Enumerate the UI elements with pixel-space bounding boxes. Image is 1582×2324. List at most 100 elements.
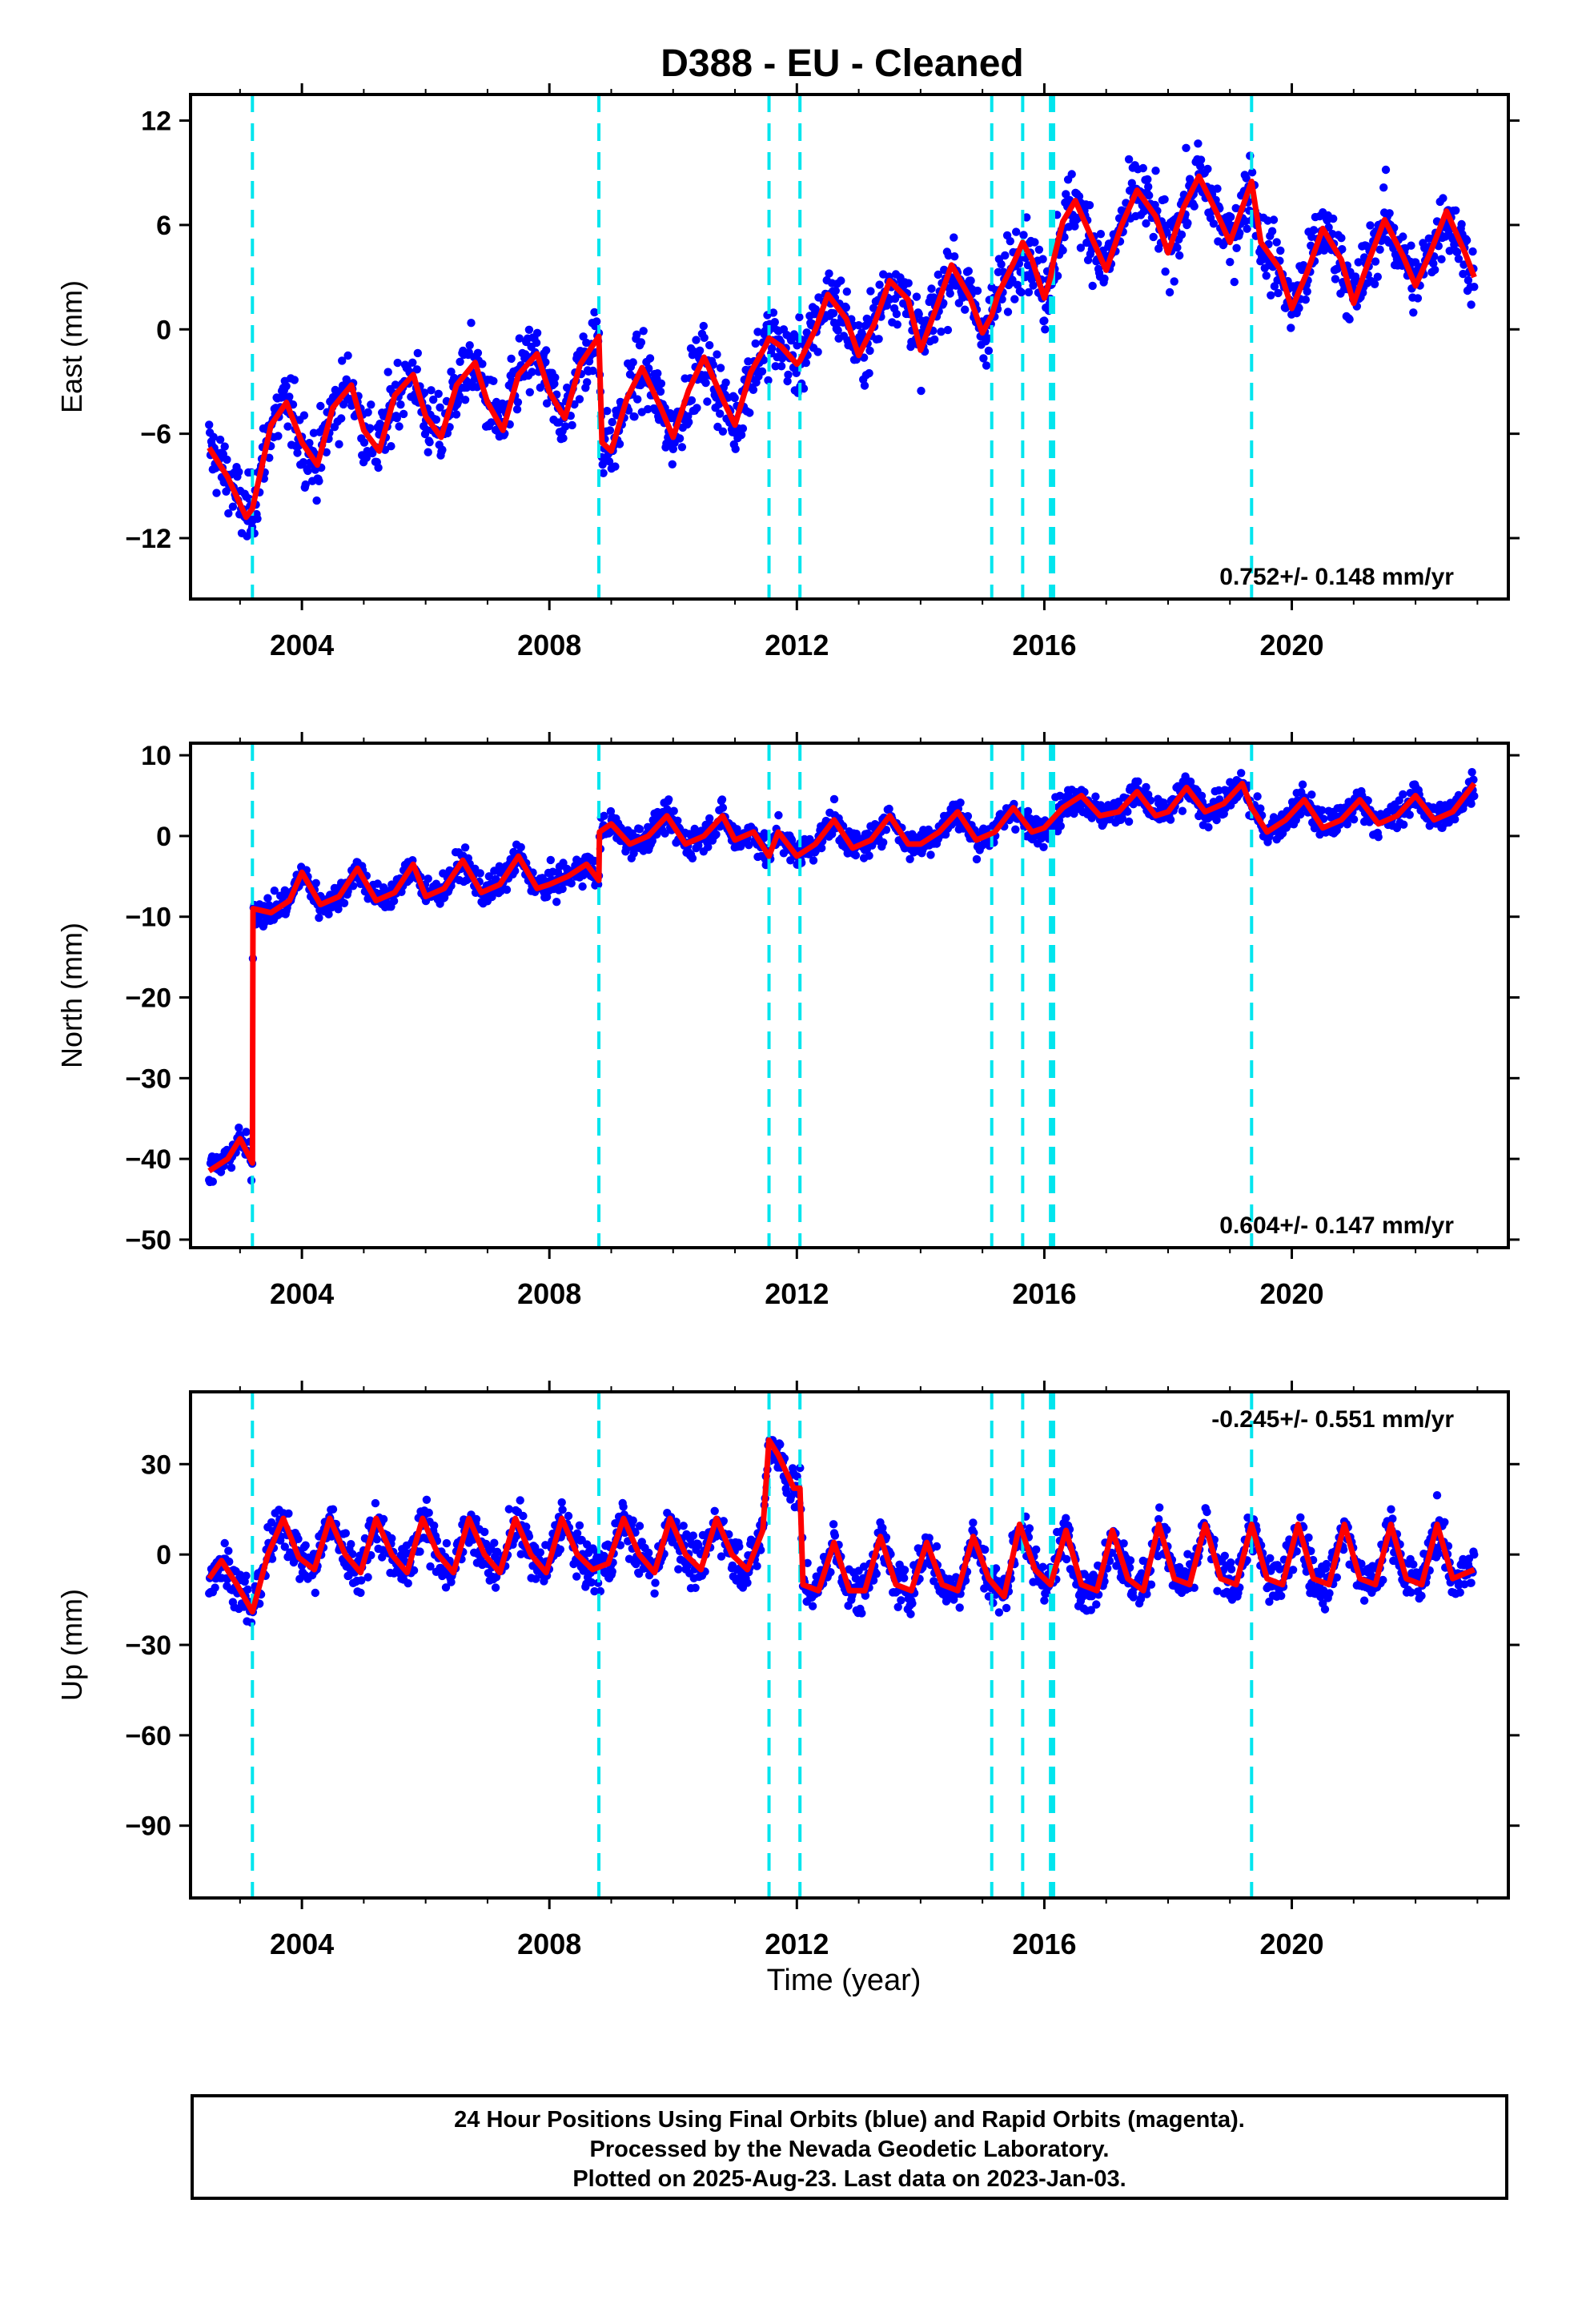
east-point (393, 358, 402, 368)
north-point (688, 854, 697, 863)
up-point (787, 1492, 796, 1501)
east-point (1462, 235, 1472, 245)
east-point (293, 448, 302, 457)
north-point (1118, 814, 1127, 823)
east-point (420, 388, 429, 397)
north-frame (189, 742, 1510, 1249)
east-point (1144, 183, 1153, 191)
east-point (575, 395, 584, 404)
north-ytick-label: −10 (125, 903, 171, 933)
east-point (1226, 258, 1235, 267)
up-point (1137, 1569, 1146, 1578)
east-point (1151, 167, 1160, 175)
east-point (338, 356, 347, 365)
east-ytick-label: −6 (140, 420, 171, 450)
east-point (453, 398, 462, 407)
east-point (224, 509, 233, 518)
up-point (796, 1463, 805, 1473)
east-point (1149, 232, 1158, 242)
up-point (1146, 1580, 1156, 1589)
up-point (422, 1495, 432, 1505)
east-point (1287, 324, 1295, 332)
east-point (946, 289, 954, 298)
north-point (1470, 791, 1479, 801)
north-point (600, 811, 608, 820)
up-point (572, 1529, 582, 1538)
up-point (1155, 1503, 1164, 1512)
north-point (972, 854, 982, 864)
north-point (817, 843, 826, 853)
north-point (851, 850, 861, 860)
north-ytick-label: −50 (125, 1225, 171, 1256)
east-point (408, 358, 417, 367)
east-point (599, 468, 608, 477)
east-point (465, 341, 474, 350)
up-point (679, 1522, 688, 1530)
up-point (409, 1566, 419, 1575)
north-point (673, 816, 682, 825)
east-point (693, 404, 701, 412)
north-point (476, 869, 484, 878)
up-point (689, 1531, 697, 1540)
east-point (1337, 234, 1346, 243)
east-point (542, 399, 552, 408)
east-point (1034, 245, 1044, 254)
east-point (1267, 291, 1275, 300)
east-point (716, 364, 725, 372)
north-ytick-label: −20 (125, 983, 171, 1014)
east-point (303, 466, 312, 476)
up-point (803, 1558, 812, 1568)
east-point (429, 395, 438, 404)
east-point (1454, 255, 1464, 263)
up-point (363, 1573, 372, 1582)
east-point (1407, 241, 1415, 250)
east-point (861, 321, 870, 330)
up-observations (205, 1435, 1479, 1627)
north-point (669, 806, 678, 815)
east-point (721, 378, 730, 387)
east-point (1165, 287, 1174, 297)
up-point (829, 1520, 838, 1529)
east-point (892, 309, 901, 319)
north-point (648, 836, 656, 846)
east-point (374, 463, 383, 472)
east-point (515, 334, 524, 343)
north-point (712, 830, 721, 839)
north-point (424, 875, 432, 883)
north-point (1343, 820, 1352, 829)
up-point (743, 1578, 752, 1587)
north-point (717, 795, 727, 804)
east-point (833, 326, 842, 335)
east-point (413, 348, 422, 358)
north-xtick-label: 2012 (765, 1277, 829, 1310)
up-point (1213, 1586, 1222, 1595)
east-point (301, 480, 310, 489)
east-point (1096, 230, 1106, 239)
up-point (492, 1547, 502, 1557)
up-point (522, 1522, 531, 1531)
east-point (603, 407, 612, 416)
east-point (424, 448, 432, 456)
east-point (837, 276, 845, 285)
up-point (558, 1506, 567, 1514)
east-point (764, 376, 773, 385)
east-point (1203, 164, 1212, 174)
north-point (865, 851, 873, 860)
east-point (675, 434, 685, 443)
east-xtick-label: 2008 (517, 629, 581, 661)
north-point (704, 842, 713, 851)
east-xtick-label: 2020 (1259, 629, 1323, 661)
up-point (1227, 1565, 1236, 1574)
east-point (1445, 247, 1454, 255)
up-point (908, 1599, 917, 1608)
east-point (1067, 170, 1076, 179)
east-point (912, 292, 921, 301)
east-point (1008, 275, 1017, 284)
east-point (450, 373, 459, 383)
up-point (284, 1509, 293, 1518)
up-point (1162, 1526, 1171, 1534)
north-point (1011, 825, 1020, 834)
east-point (316, 401, 325, 411)
